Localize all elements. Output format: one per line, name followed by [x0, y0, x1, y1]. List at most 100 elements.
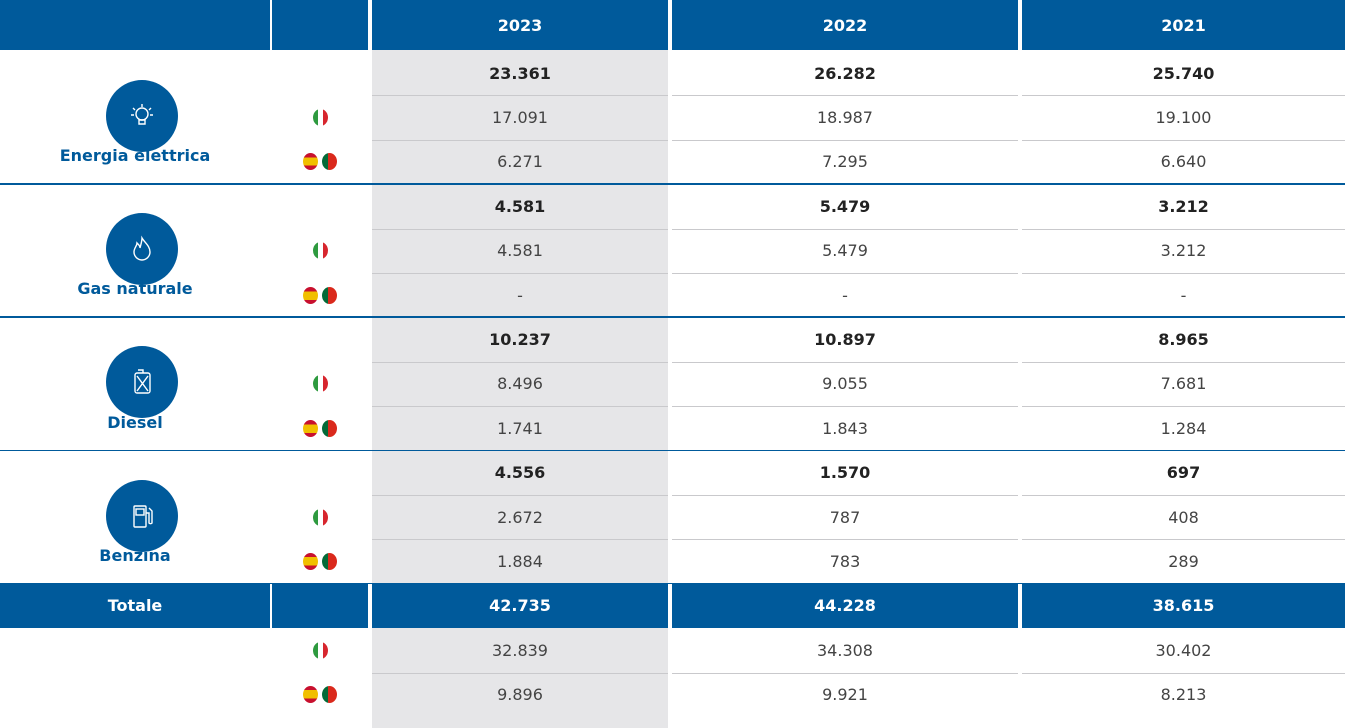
row-separator [1022, 539, 1345, 541]
value-cell: 3.212 [1160, 241, 1207, 261]
row-separator [372, 228, 668, 230]
header-cell [0, 0, 270, 50]
flag-italy [312, 375, 328, 393]
group-separator [0, 316, 1345, 318]
value-cell: 7.681 [1160, 374, 1207, 394]
value-cell: 289 [1168, 552, 1199, 572]
flag-spain [303, 153, 318, 171]
column-header: 2022 [672, 0, 1018, 50]
flag-portugal [322, 419, 337, 437]
icon [106, 346, 178, 419]
group-label: Benzina [99, 545, 171, 565]
icon [106, 80, 178, 152]
row-separator [672, 672, 1018, 674]
flag-cell [272, 95, 368, 139]
flag-spain [303, 286, 318, 304]
column-header: 2023 [372, 0, 668, 50]
value-cell: 32.839 [492, 640, 548, 660]
row-separator [372, 361, 668, 363]
row-separator [672, 361, 1018, 363]
value-cell: 1.843 [822, 418, 868, 438]
total-value: 38.615 [1022, 583, 1345, 629]
value-cell: 408 [1168, 507, 1199, 527]
value-cell: 787 [829, 507, 861, 527]
value-cell: 30.402 [1155, 640, 1212, 660]
flag-cell [272, 495, 368, 539]
total-cell [272, 583, 368, 629]
row-separator [672, 228, 1018, 230]
value-cell: 4.581 [497, 241, 543, 261]
value-cell: 10.237 [489, 330, 551, 350]
row-separator [672, 406, 1018, 408]
value-cell: 3.212 [1158, 196, 1209, 216]
flag-spain [303, 686, 318, 704]
flag-cell [272, 628, 368, 672]
flag-cell [272, 406, 368, 450]
value-cell: 4.556 [494, 463, 546, 483]
flag-portugal [322, 553, 337, 571]
flag-spain [303, 553, 318, 571]
value-cell: 5.479 [819, 196, 871, 216]
column-header: 2021 [1022, 0, 1345, 50]
value-cell: 9.055 [822, 374, 868, 394]
total-cell: Totale [0, 583, 270, 629]
row-separator [672, 539, 1018, 541]
value-cell: 783 [829, 552, 861, 572]
value-cell: 9.896 [497, 685, 543, 705]
value-cell: 18.987 [817, 108, 873, 128]
group-label: Energia elettrica [59, 146, 211, 166]
value-cell: 10.897 [814, 330, 876, 350]
row-separator [1022, 273, 1345, 274]
icon [106, 479, 178, 552]
value-cell: 1.884 [497, 552, 543, 572]
flag-portugal [322, 286, 337, 304]
value-cell: - [1180, 285, 1187, 305]
row-separator [1022, 406, 1345, 408]
row-separator [672, 139, 1018, 141]
value-cell: 8.965 [1158, 330, 1209, 350]
flag-italy [312, 508, 328, 526]
total-value: 44.228 [672, 583, 1018, 629]
row-separator [372, 495, 668, 496]
flag-cell [272, 273, 368, 317]
row-separator [372, 539, 668, 541]
flag-cell [272, 140, 368, 184]
row-separator [1022, 495, 1345, 496]
group-label: Gas naturale [77, 279, 193, 299]
flag-cell [272, 673, 368, 717]
row-separator [1022, 228, 1345, 230]
value-cell: 697 [1166, 463, 1201, 483]
value-cell: 5.479 [822, 241, 868, 261]
row-separator [372, 139, 668, 141]
value-cell: 25.740 [1152, 63, 1215, 83]
value-cell: - [517, 285, 523, 305]
flag-cell [272, 362, 368, 406]
group-separator [0, 582, 1345, 585]
flag-cell [272, 229, 368, 273]
flag-italy [312, 109, 328, 127]
value-cell: 7.295 [822, 152, 868, 172]
value-cell: 9.921 [822, 685, 868, 705]
flag-italy [312, 641, 328, 659]
value-cell: 23.361 [489, 63, 551, 83]
row-separator [372, 95, 668, 97]
icon [106, 213, 178, 286]
value-cell: 6.271 [497, 152, 543, 172]
value-cell: 17.091 [492, 108, 548, 128]
total-value: 42.735 [372, 583, 668, 629]
value-cell: 8.496 [497, 374, 543, 394]
value-cell: 1.741 [497, 418, 543, 438]
value-cell: 19.100 [1155, 108, 1212, 128]
flag-portugal [322, 153, 337, 171]
value-cell: - [842, 285, 848, 305]
flag-italy [312, 242, 328, 260]
row-separator [372, 672, 668, 674]
value-cell: 26.282 [814, 63, 876, 83]
value-cell: 1.284 [1160, 418, 1207, 438]
flag-portugal [322, 686, 337, 704]
row-separator [1022, 672, 1345, 674]
row-separator [672, 95, 1018, 97]
flag-cell [272, 539, 368, 583]
value-cell: 6.640 [1160, 152, 1207, 172]
